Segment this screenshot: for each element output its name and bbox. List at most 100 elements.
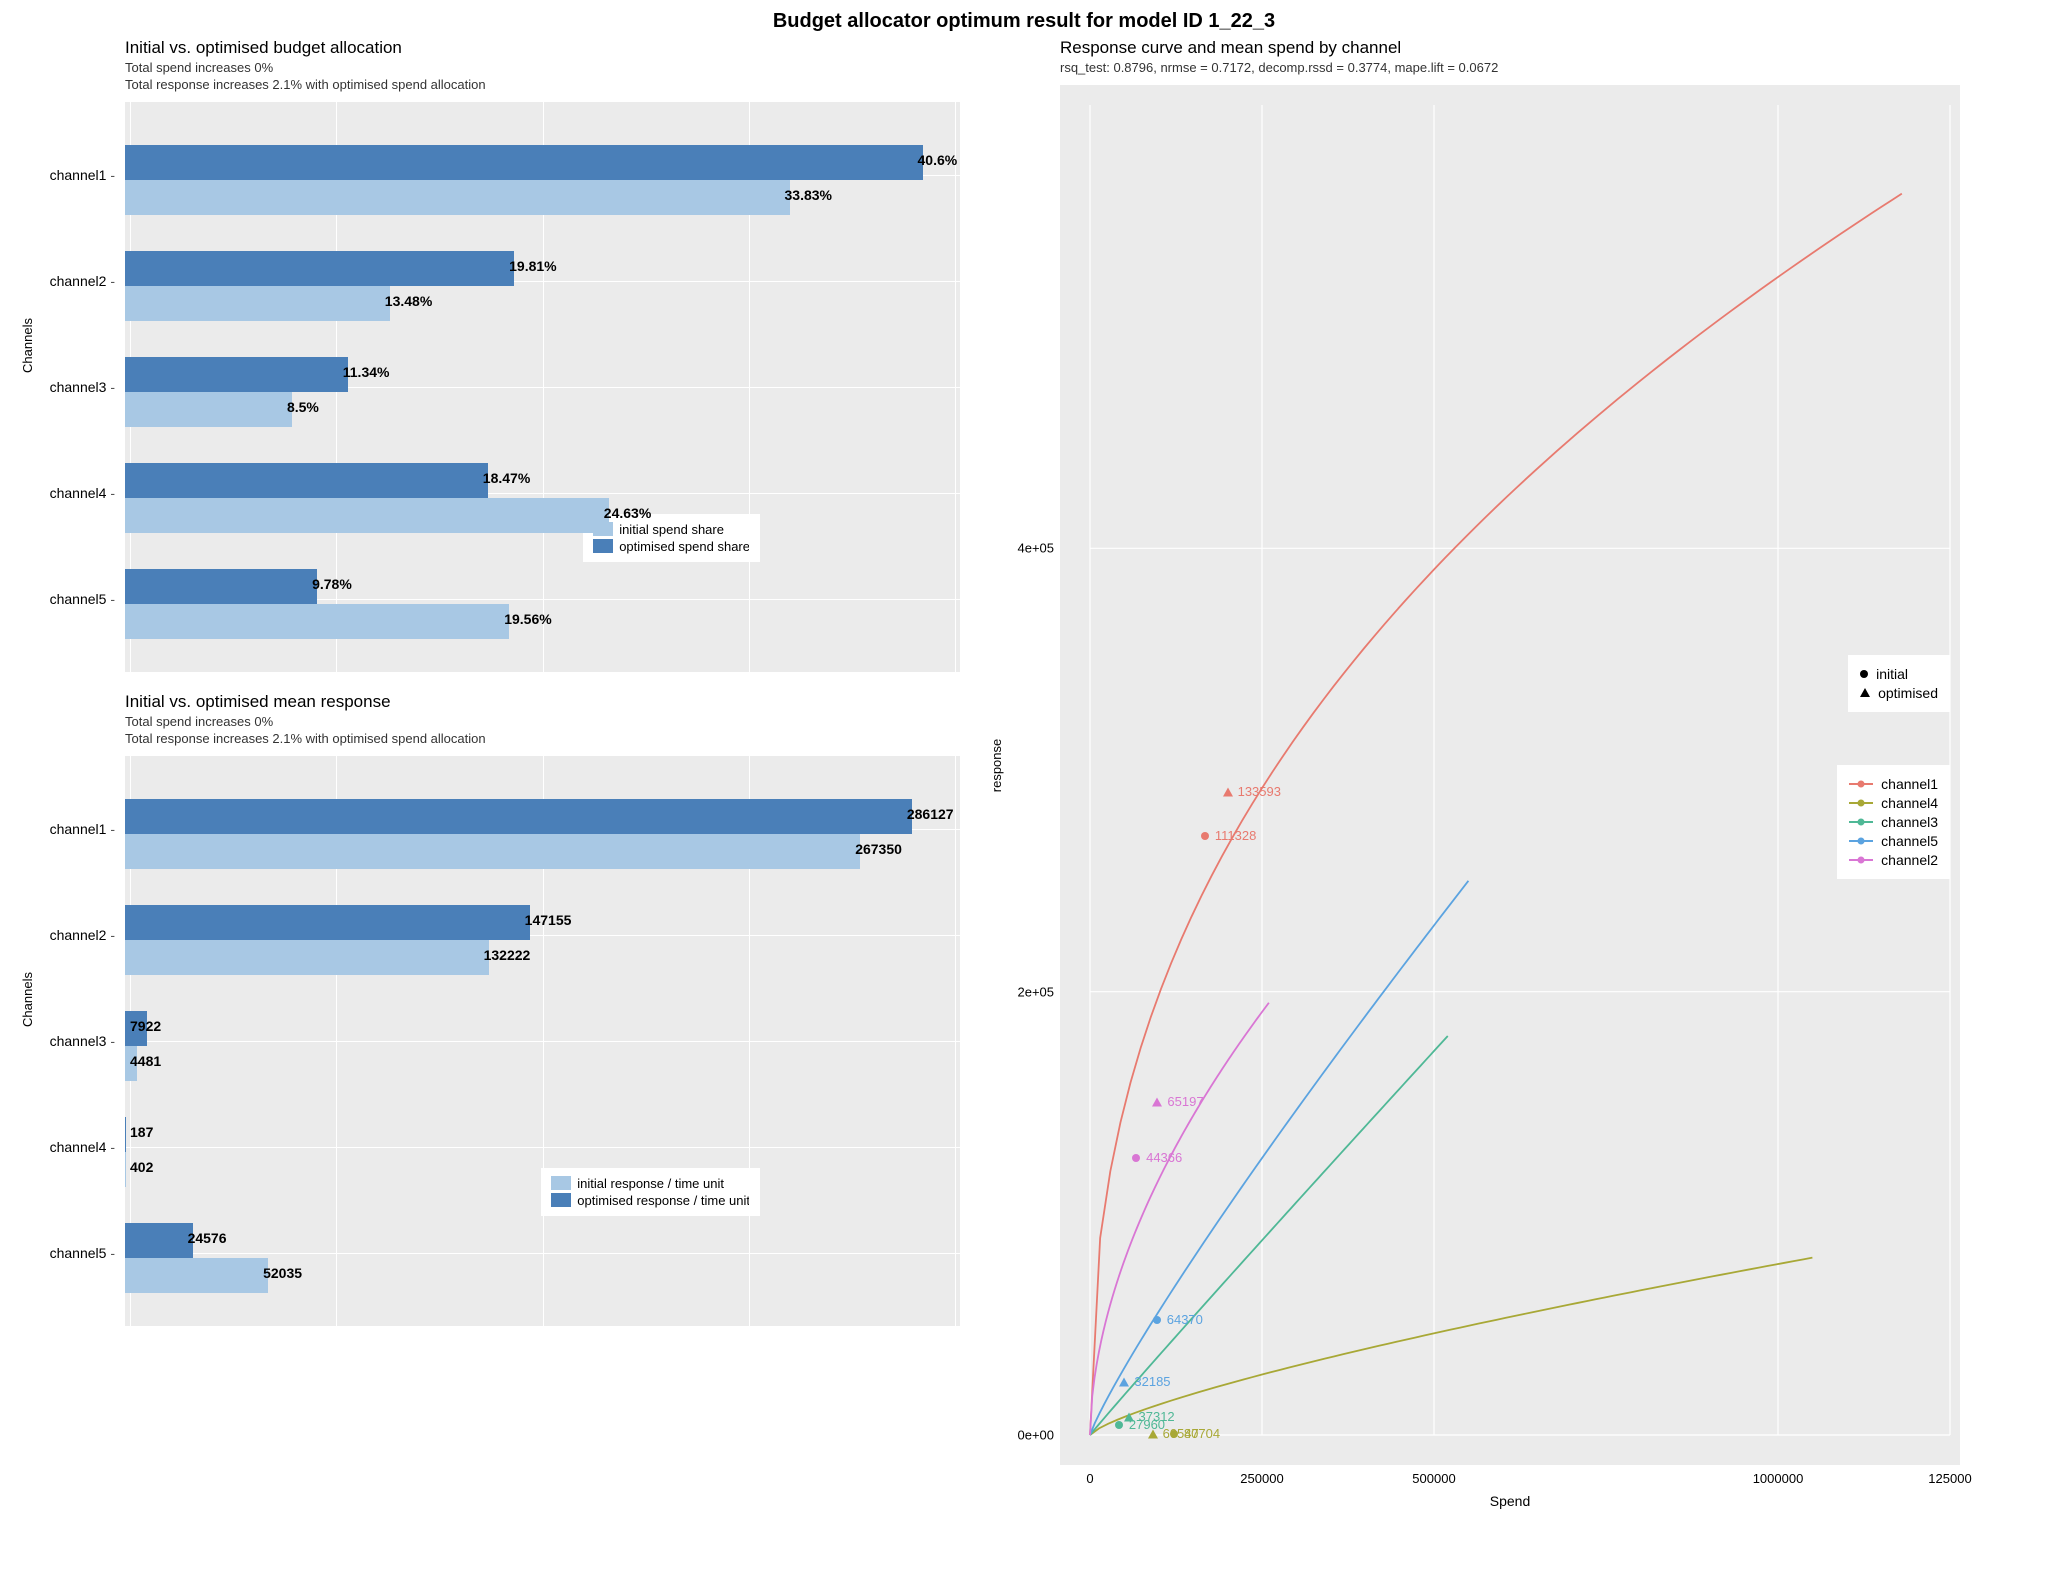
curve-channel1 [1090,194,1902,1435]
bar-value-initial: 267350 [855,841,902,857]
chart2-subtitle2: Total response increases 2.1% with optim… [125,731,990,748]
xtick-label: 250000 [1240,1471,1283,1486]
marker-channel4-optimised [1148,1430,1158,1439]
chart1-plot-area: initial spend share optimised spend shar… [125,102,960,672]
color-legend-item-channel3: channel3 [1849,814,1938,830]
bar-optimised [125,1117,126,1152]
bar-initial [125,1152,126,1187]
chart1-subtitle2: Total response increases 2.1% with optim… [125,77,990,94]
color-legend-item-channel4: channel4 [1849,795,1938,811]
bar-value-initial: 402 [130,1159,153,1175]
legend-item-optimised: optimised response / time unit [551,1193,750,1208]
bar-initial [125,498,609,533]
bar-optimised [125,145,923,180]
color-legend-item-channel5: channel5 [1849,833,1938,849]
xtick-label: 125000 [1928,1471,1971,1486]
marker-channel2-initial [1132,1154,1140,1162]
bar-initial [125,940,489,975]
chart3-subtitle: rsq_test: 0.8796, nrmse = 0.7172, decomp… [1060,60,2038,77]
legend-item-optimised: optimised spend share [593,539,750,554]
category-label: channel5 - [50,1245,115,1261]
bar-initial [125,392,292,427]
bar-row-channel4: channel4 -187402 [125,1107,960,1187]
bar-optimised [125,251,514,286]
bar-value-optimised: 19.81% [509,258,556,274]
bar-optimised [125,569,317,604]
color-legend-label: channel4 [1881,795,1938,811]
color-legend-item-channel1: channel1 [1849,776,1938,792]
bar-row-channel2: channel2 -19.81%13.48% [125,241,960,321]
xtick-label: 500000 [1412,1471,1455,1486]
marker-channel4-initial [1170,1430,1178,1438]
line-icon [1849,859,1873,861]
category-label: channel4 - [50,1139,115,1155]
bar-value-initial: 52035 [263,1265,302,1281]
chart2-subtitle1: Total spend increases 0% [125,714,990,731]
xtick-label: 1000000 [1753,1471,1804,1486]
point-label: 65197 [1167,1094,1203,1109]
shape-legend-initial: initial [1860,666,1938,682]
legend-swatch-dark [551,1193,571,1207]
bar-value-optimised: 24576 [188,1230,227,1246]
bar-value-initial: 4481 [130,1053,161,1069]
point-label: 80704 [1184,1426,1220,1441]
point-label: 133593 [1238,784,1281,799]
category-label: channel2 - [50,273,115,289]
chart2-plot-area: initial response / time unit optimised r… [125,756,960,1326]
legend-swatch-dark [593,539,613,553]
left-column: Initial vs. optimised budget allocation … [10,38,990,1465]
point-label: 32185 [1134,1374,1170,1389]
chart1-title: Initial vs. optimised budget allocation [125,38,990,58]
point-label: 44366 [1146,1150,1182,1165]
chart1-panel: Initial vs. optimised budget allocation … [10,38,990,672]
color-legend-label: channel5 [1881,833,1938,849]
shape-legend-optimised: optimised [1860,685,1938,701]
chart2-title: Initial vs. optimised mean response [125,692,990,712]
bar-optimised [125,905,530,940]
color-legend-label: channel3 [1881,814,1938,830]
bar-initial [125,834,860,869]
marker-channel3-initial [1115,1421,1123,1429]
category-label: channel1 - [50,821,115,837]
bar-optimised [125,463,488,498]
bar-value-optimised: 147155 [525,912,572,928]
line-icon [1849,840,1873,842]
bar-value-initial: 19.56% [504,611,551,627]
shape-legend-label-initial: initial [1876,666,1908,682]
bar-value-optimised: 40.6% [918,152,958,168]
ytick-label: 4e+05 [1017,541,1054,556]
bar-initial [125,604,509,639]
bar-value-optimised: 7922 [130,1018,161,1034]
bar-optimised [125,357,348,392]
chart2-ylabel: Channels [20,972,35,1027]
bar-row-channel1: channel1 -286127267350 [125,789,960,869]
bar-optimised [125,799,912,834]
shape-legend-label-optimised: optimised [1878,685,1938,701]
xtick-label: 0 [1086,1471,1093,1486]
bar-value-initial: 132222 [484,947,531,963]
circle-icon [1860,670,1868,678]
chart3-shape-legend: initial optimised [1848,655,1950,712]
chart1-ylabel: Channels [20,318,35,373]
bar-value-initial: 13.48% [385,293,432,309]
bar-value-optimised: 18.47% [483,470,530,486]
category-label: channel5 - [50,591,115,607]
category-label: channel3 - [50,379,115,395]
bar-initial [125,1258,268,1293]
color-legend-label: channel2 [1881,852,1938,868]
bar-value-optimised: 9.78% [312,576,352,592]
line-icon [1849,821,1873,823]
chart2-panel: Initial vs. optimised mean response Tota… [10,692,990,1326]
chart3-ylabel: response [989,739,1004,792]
line-icon [1849,783,1873,785]
legend-label-optimised: optimised response / time unit [577,1193,750,1208]
marker-channel5-optimised [1119,1377,1129,1386]
right-column: Response curve and mean spend by channel… [990,38,2038,1465]
bar-value-initial: 24.63% [604,505,651,521]
category-label: channel3 - [50,1033,115,1049]
category-label: channel1 - [50,167,115,183]
bar-row-channel5: channel5 -9.78%19.56% [125,559,960,639]
bar-value-optimised: 286127 [907,806,954,822]
bar-value-optimised: 187 [130,1124,153,1140]
ytick-label: 0e+00 [1017,1427,1054,1442]
